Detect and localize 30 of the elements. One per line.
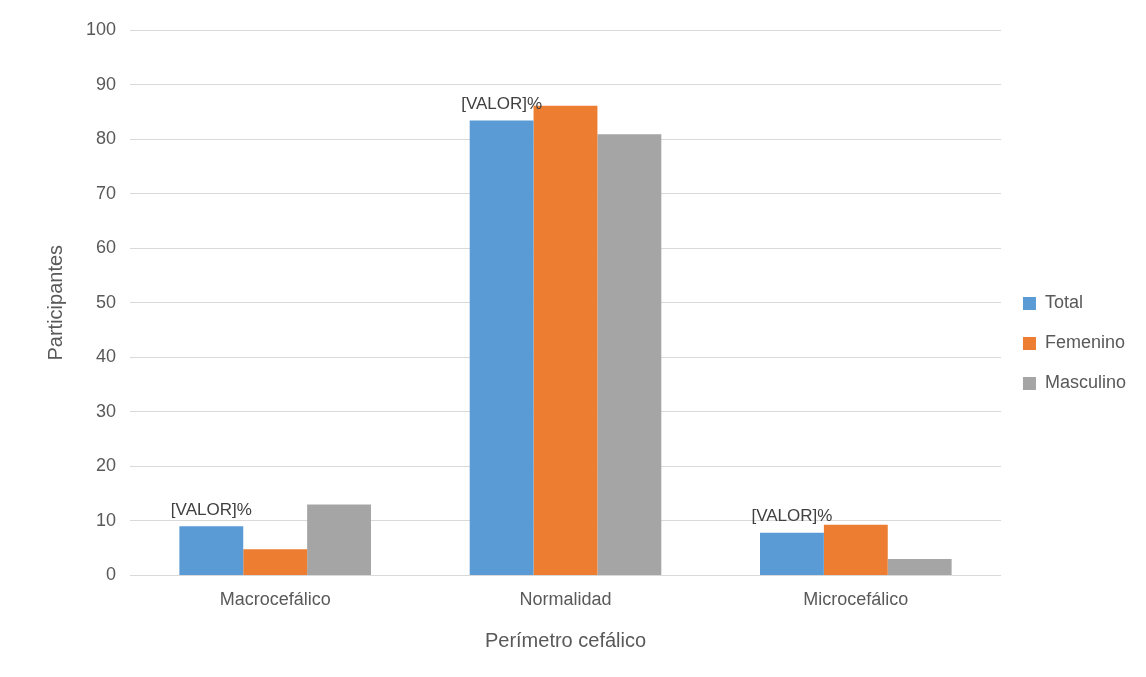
bar bbox=[597, 134, 662, 575]
bar bbox=[307, 504, 371, 575]
annotation: [VALOR]% bbox=[751, 506, 833, 526]
y-tick-label: 10 bbox=[96, 509, 117, 530]
y-tick-label: 60 bbox=[96, 237, 117, 258]
bar bbox=[243, 549, 308, 575]
x-tick-label: Macrocefálico bbox=[219, 589, 331, 610]
bar bbox=[179, 526, 244, 575]
bar bbox=[823, 524, 888, 575]
annotation: [VALOR]% bbox=[170, 499, 252, 519]
y-tick-label: 90 bbox=[96, 73, 117, 94]
legend-label: Femenino bbox=[1044, 332, 1126, 353]
legend-label: Masculino bbox=[1044, 372, 1127, 393]
legend-label: Total bbox=[1044, 292, 1083, 313]
y-tick-label: 20 bbox=[96, 455, 117, 476]
bar bbox=[760, 532, 824, 575]
x-tick-label: Normalidad bbox=[519, 589, 612, 610]
y-tick-label: 80 bbox=[96, 128, 117, 149]
y-tick-label: 30 bbox=[96, 400, 117, 421]
y-tick-label: 0 bbox=[106, 564, 117, 585]
bar bbox=[469, 120, 534, 575]
y-tick-label: 70 bbox=[96, 182, 117, 203]
y-tick-label: 50 bbox=[96, 291, 117, 312]
x-tick-label: Microcefálico bbox=[803, 589, 909, 610]
y-tick-label: 40 bbox=[96, 346, 117, 367]
x-axis-title: Perímetro cefálico bbox=[484, 628, 647, 651]
annotation: [VALOR]% bbox=[461, 93, 543, 113]
bar bbox=[887, 559, 952, 575]
y-tick-label: 100 bbox=[85, 18, 117, 39]
y-axis-title: Participantes bbox=[43, 244, 66, 361]
